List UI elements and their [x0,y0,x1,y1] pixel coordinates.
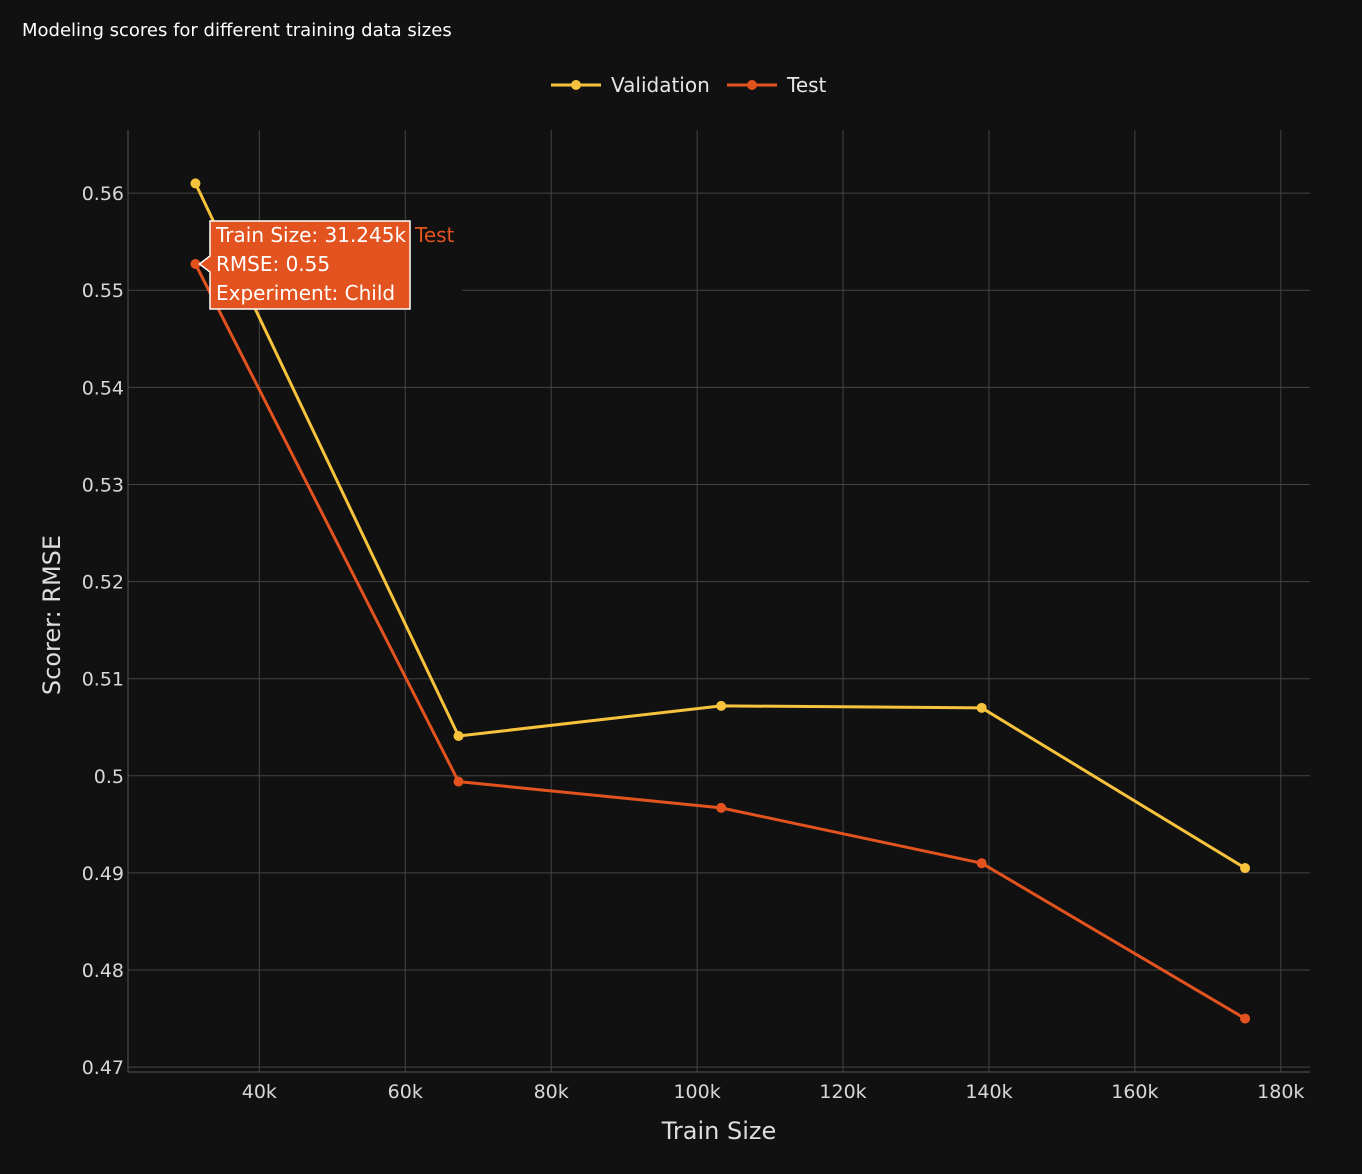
test-series-line [194,263,1246,1020]
validation-point-1[interactable] [453,730,464,741]
legend[interactable]: Validation Test [551,73,827,97]
tooltip-line-2: Experiment: Child [216,281,395,305]
test-point-2[interactable] [716,802,727,813]
x-tick-label-5: 140k [965,1081,1012,1103]
test-point-1[interactable] [453,776,464,787]
validation-point-4[interactable] [1240,863,1251,874]
legend-label-validation: Validation [611,73,710,97]
y-tick-label-4: 0.51 [82,669,124,691]
series-points[interactable] [190,178,1251,1024]
y-tick-label-3: 0.5 [94,766,124,788]
legend-swatch-marker-test [747,80,757,90]
y-tick-label-2: 0.49 [82,863,124,885]
y-tick-label-1: 0.48 [82,960,124,982]
test-point-0[interactable] [190,259,201,270]
y-tick-label-6: 0.53 [82,474,124,496]
x-tick-label-3: 100k [673,1081,720,1103]
validation-point-2[interactable] [716,700,727,711]
grid-lines [128,130,1310,1072]
y-tick-label-0: 0.47 [82,1057,124,1079]
chart-title: Modeling scores for different training d… [22,20,452,41]
tooltip-line-0: Train Size: 31.245k [215,223,406,247]
x-tick-label-0: 40k [242,1081,277,1103]
x-tick-label-6: 160k [1111,1081,1158,1103]
legend-item-validation[interactable]: Validation [551,73,710,97]
tooltip-box [198,220,411,310]
hover-tooltip: Train Size: 31.245k RMSE: 0.55 Experiment:… [198,220,462,310]
y-axis-title: Scorer: RMSE [38,535,66,695]
legend-label-test: Test [786,73,827,97]
legend-swatch-marker-validation [571,80,581,90]
axes: 40k 60k 80k 100k 120k 140k 160k 180k 0.47 0.48 0.4… [38,130,1310,1145]
tooltip-line-1: RMSE: 0.55 [216,252,330,276]
test-point-4[interactable] [1240,1013,1251,1024]
validation-point-3[interactable] [976,702,987,713]
y-tick-label-5: 0.52 [82,572,124,594]
tooltip-trace-label: Test [414,223,455,247]
y-tick-label-9: 0.56 [82,183,124,205]
validation-point-0[interactable] [190,178,201,189]
x-axis-title: Train Size [661,1117,776,1145]
y-tick-label-8: 0.55 [82,280,124,302]
x-tick-label-2: 80k [534,1081,569,1103]
x-tick-label-7: 180k [1257,1081,1304,1103]
test-point-3[interactable] [976,858,987,869]
x-tick-label-1: 60k [388,1081,423,1103]
y-tick-label-7: 0.54 [82,377,124,399]
x-tick-label-4: 120k [819,1081,866,1103]
legend-item-test[interactable]: Test [727,73,827,97]
